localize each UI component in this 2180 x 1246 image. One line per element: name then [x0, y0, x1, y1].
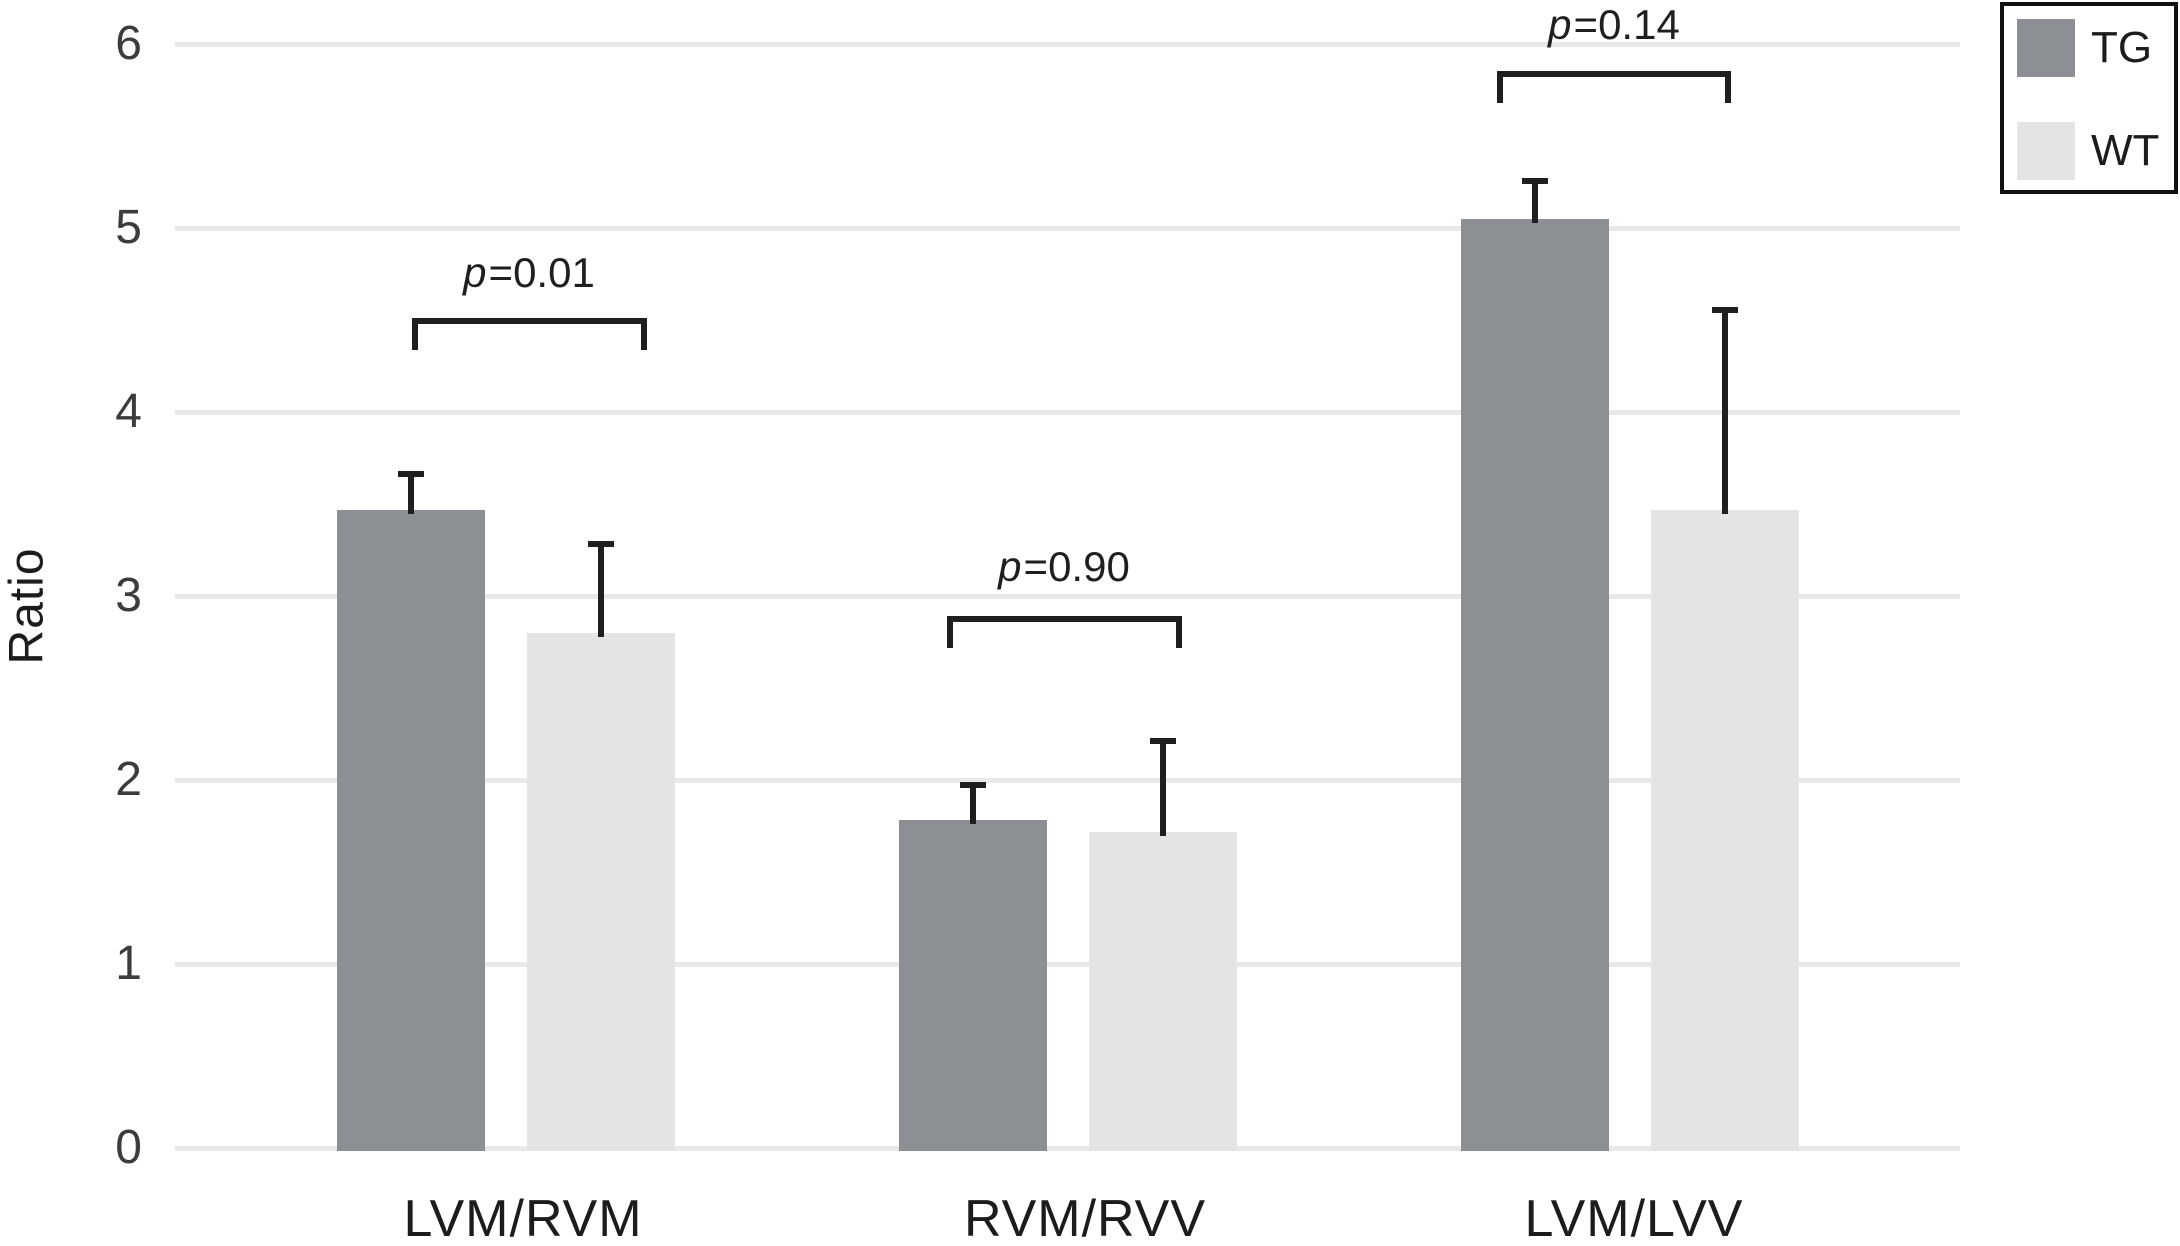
- sig-bracket-right-tick-lvm-rvm: [641, 318, 647, 350]
- y-tick-label-1: 1: [115, 937, 142, 990]
- category-label-lvm-rvm: LVM/RVM: [403, 1190, 643, 1246]
- bar-tg-rvm-rvv: [899, 820, 1047, 1151]
- sig-bracket-right-tick-lvm-lvv: [1725, 71, 1731, 103]
- legend-label-tg: TG: [2091, 23, 2153, 72]
- gridline-4: [175, 409, 1960, 415]
- error-bar-cap-tg-lvm-rvm: [398, 470, 424, 477]
- gridline-5: [175, 225, 1960, 231]
- legend: TG WT: [2000, 2, 2178, 194]
- error-bar-cap-tg-lvm-lvv: [1522, 178, 1548, 185]
- y-tick-label-3: 3: [115, 569, 142, 622]
- error-bar-line-tg-rvm-rvv: [970, 781, 976, 825]
- legend-item-tg: TG: [2017, 19, 2152, 77]
- y-tick-label-6: 6: [115, 17, 142, 70]
- error-bar-cap-wt-lvm-lvv: [1712, 307, 1738, 314]
- bar-tg-lvm-lvv: [1461, 218, 1609, 1151]
- sig-bracket-left-tick-lvm-rvm: [412, 318, 418, 350]
- gridline-1: [175, 961, 1960, 967]
- error-bar-line-wt-lvm-lvv: [1722, 307, 1728, 514]
- sig-bracket-lvm-rvm: [412, 318, 647, 324]
- p-value-label-lvm-rvm: p=0.01: [463, 249, 595, 296]
- y-tick-label-4: 4: [115, 385, 142, 438]
- error-bar-cap-wt-rvm-rvv: [1150, 737, 1176, 744]
- gridline-0: [175, 1145, 1960, 1151]
- bar-wt-rvm-rvv: [1089, 831, 1237, 1151]
- bar-tg-lvm-rvm: [337, 509, 485, 1151]
- p-value-label-lvm-lvv: p=0.14: [1548, 1, 1680, 48]
- sig-bracket-rvm-rvv: [947, 616, 1182, 622]
- legend-label-wt: WT: [2091, 126, 2160, 175]
- y-tick-label-2: 2: [115, 753, 142, 806]
- legend-swatch-wt: [2017, 122, 2075, 180]
- sig-bracket-right-tick-rvm-rvv: [1176, 616, 1182, 648]
- error-bar-cap-wt-lvm-rvm: [588, 540, 614, 547]
- y-tick-label-5: 5: [115, 201, 142, 254]
- error-bar-line-tg-lvm-rvm: [408, 470, 414, 514]
- y-tick-label-0: 0: [115, 1121, 142, 1174]
- bar-wt-lvm-lvv: [1651, 509, 1799, 1151]
- sig-bracket-left-tick-rvm-rvv: [947, 616, 953, 648]
- category-label-lvm-lvv: LVM/LVV: [1524, 1190, 1744, 1246]
- gridline-6: [175, 41, 1960, 47]
- sig-bracket-lvm-lvv: [1497, 71, 1731, 77]
- legend-item-wt: WT: [2017, 122, 2159, 180]
- gridline-2: [175, 777, 1960, 783]
- error-bar-line-tg-lvm-lvv: [1532, 178, 1538, 223]
- legend-swatch-tg: [2017, 19, 2075, 77]
- category-label-rvm-rvv: RVM/RVV: [963, 1190, 1207, 1246]
- sig-bracket-left-tick-lvm-lvv: [1497, 71, 1503, 103]
- gridline-3: [175, 593, 1960, 599]
- p-value-label-rvm-rvv: p=0.90: [998, 543, 1130, 590]
- error-bar-line-wt-rvm-rvv: [1160, 737, 1166, 836]
- bar-wt-lvm-rvm: [527, 632, 675, 1151]
- error-bar-line-wt-lvm-rvm: [598, 540, 604, 637]
- error-bar-cap-tg-rvm-rvv: [960, 781, 986, 788]
